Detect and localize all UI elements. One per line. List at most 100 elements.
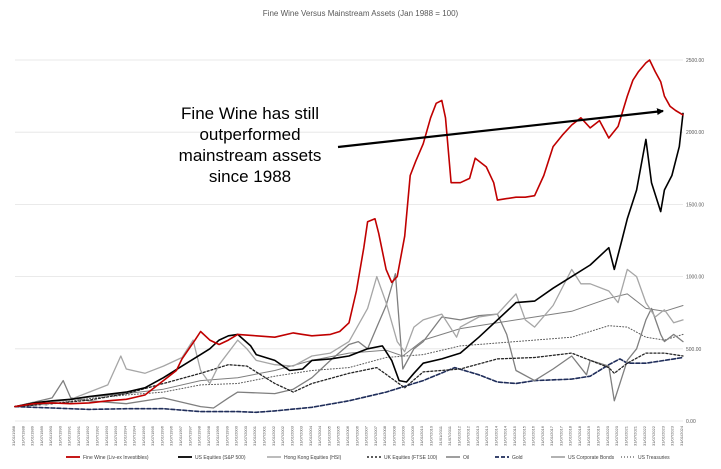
- series-line: [14, 293, 684, 408]
- x-tick-label: 31/01/2008: [382, 425, 387, 446]
- series-line: [14, 268, 684, 408]
- x-tick-label: 31/01/1999: [215, 425, 220, 446]
- legend-label: Hong Kong Equities (HSI): [284, 455, 342, 461]
- x-tick-label: 31/01/1990: [48, 425, 53, 446]
- x-tick-label: 31/07/2022: [651, 425, 656, 446]
- x-tick-label: 31/01/2004: [308, 425, 313, 446]
- x-tick-label: 31/01/1998: [197, 425, 202, 446]
- annotation-line: mainstream assets: [178, 146, 322, 165]
- x-tick-label: 31/01/2022: [642, 425, 647, 446]
- x-tick-label: 31/07/2017: [558, 425, 563, 446]
- grid-lines: [15, 59, 683, 422]
- x-tick-label: 31/07/2019: [596, 425, 601, 446]
- x-tick-label: 31/07/1991: [76, 425, 81, 446]
- x-tick-label: 31/07/1997: [187, 425, 192, 446]
- legend: Fine Wine (Liv-ex Investibles) US Equitie…: [66, 455, 670, 461]
- y-axis-ticks: 0.00 500.00 1000.00 1500.00 2000.00 2500.00: [686, 58, 704, 425]
- x-tick-label: 31/01/2001: [252, 425, 257, 446]
- chart-title: Fine Wine Versus Mainstream Assets (Jan …: [262, 9, 459, 18]
- x-tick-label: 31/01/2006: [345, 425, 350, 446]
- x-tick-label: 31/07/2012: [466, 425, 471, 446]
- annotation-line: outperformed: [199, 125, 301, 144]
- y-tick-label: 0.00: [686, 419, 696, 425]
- x-axis-ticks: 31/01/1988 31/07/1988 31/01/1989 31/07/1989…: [11, 425, 684, 446]
- series-line: [14, 352, 684, 408]
- annotation-line: Fine Wine has still: [181, 104, 319, 123]
- x-tick-label: 31/01/2014: [493, 425, 498, 446]
- x-tick-label: 31/07/1990: [57, 425, 62, 446]
- x-tick-label: 31/07/1988: [20, 425, 25, 446]
- x-tick-label: 31/07/2013: [484, 425, 489, 446]
- x-tick-label: 31/07/2015: [521, 425, 526, 446]
- x-tick-label: 31/01/2016: [531, 425, 536, 446]
- series-line: [14, 112, 684, 408]
- x-tick-label: 31/07/2005: [336, 425, 341, 446]
- x-tick-label: 31/01/2018: [568, 425, 573, 446]
- x-tick-label: 31/07/2004: [317, 425, 322, 446]
- series-line: [14, 325, 684, 408]
- x-tick-label: 31/07/2003: [299, 425, 304, 446]
- x-tick-label: 31/07/2018: [577, 425, 582, 446]
- x-tick-label: 31/07/1995: [150, 425, 155, 446]
- x-tick-label: 31/01/1994: [122, 425, 127, 446]
- x-tick-label: 31/07/1992: [95, 425, 100, 446]
- x-tick-label: 31/01/2013: [475, 425, 480, 446]
- annotation-line: since 1988: [208, 167, 292, 186]
- x-tick-label: 31/01/1996: [159, 425, 164, 446]
- x-tick-label: 31/01/2007: [364, 425, 369, 446]
- x-tick-label: 31/01/2015: [512, 425, 517, 446]
- x-tick-label: 31/07/2009: [410, 425, 415, 446]
- x-tick-label: 31/07/2007: [373, 425, 378, 446]
- x-tick-label: 31/07/2011: [447, 425, 452, 445]
- x-tick-label: 31/01/1997: [178, 425, 183, 446]
- legend-label: US Corporate Bonds: [568, 455, 615, 461]
- legend-label: Oil: [463, 455, 469, 461]
- x-tick-label: 31/01/2009: [401, 425, 406, 446]
- series-line: [14, 59, 684, 408]
- x-tick-label: 31/07/2006: [354, 425, 359, 446]
- x-tick-label: 31/07/2002: [280, 425, 285, 446]
- y-tick-label: 2000.00: [686, 130, 704, 136]
- x-tick-label: 31/07/2000: [243, 425, 248, 446]
- x-tick-label: 31/07/2016: [540, 425, 545, 446]
- x-tick-label: 31/07/1999: [224, 425, 229, 446]
- y-tick-label: 1500.00: [686, 202, 704, 208]
- x-tick-label: 31/07/2014: [503, 425, 508, 446]
- x-tick-label: 31/01/2024: [679, 425, 684, 446]
- x-tick-label: 31/01/2003: [289, 425, 294, 446]
- y-tick-label: 500.00: [686, 347, 702, 353]
- series-line: [14, 273, 684, 409]
- x-tick-label: 31/01/2010: [419, 425, 424, 446]
- x-tick-label: 31/01/1991: [67, 425, 72, 446]
- x-tick-label: 31/01/1988: [11, 425, 16, 446]
- x-tick-label: 31/01/2002: [271, 425, 276, 446]
- x-tick-label: 31/01/2021: [623, 425, 628, 446]
- x-tick-label: 31/07/1993: [113, 425, 118, 446]
- x-tick-label: 31/07/1989: [39, 425, 44, 446]
- x-tick-label: 31/07/1996: [169, 425, 174, 446]
- x-tick-label: 31/07/1998: [206, 425, 211, 446]
- series-lines: [14, 59, 684, 414]
- x-tick-label: 31/07/2001: [262, 425, 267, 446]
- x-tick-label: 31/01/2011: [438, 425, 443, 445]
- legend-label: UK Equities (FTSE 100): [384, 455, 438, 461]
- series-line: [14, 356, 684, 414]
- x-tick-label: 31/07/1994: [132, 425, 137, 446]
- legend-label: Gold: [512, 455, 523, 461]
- x-tick-label: 31/01/2012: [456, 425, 461, 446]
- x-tick-label: 31/01/2005: [326, 425, 331, 446]
- x-tick-label: 31/07/2020: [614, 425, 619, 446]
- legend-label: Fine Wine (Liv-ex Investibles): [83, 455, 149, 461]
- x-tick-label: 31/01/2023: [660, 425, 665, 446]
- x-tick-label: 31/01/1995: [141, 425, 146, 446]
- legend-label: US Treasuries: [638, 455, 670, 461]
- x-tick-label: 31/01/2020: [605, 425, 610, 446]
- x-tick-label: 31/07/2008: [391, 425, 396, 446]
- x-tick-label: 31/01/1993: [104, 425, 109, 446]
- x-tick-label: 31/01/2019: [586, 425, 591, 446]
- x-tick-label: 31/01/1989: [30, 425, 35, 446]
- x-tick-label: 31/01/2000: [234, 425, 239, 446]
- annotation-text: Fine Wine has still outperformed mainstr…: [160, 103, 340, 187]
- x-tick-label: 31/07/2023: [670, 425, 675, 446]
